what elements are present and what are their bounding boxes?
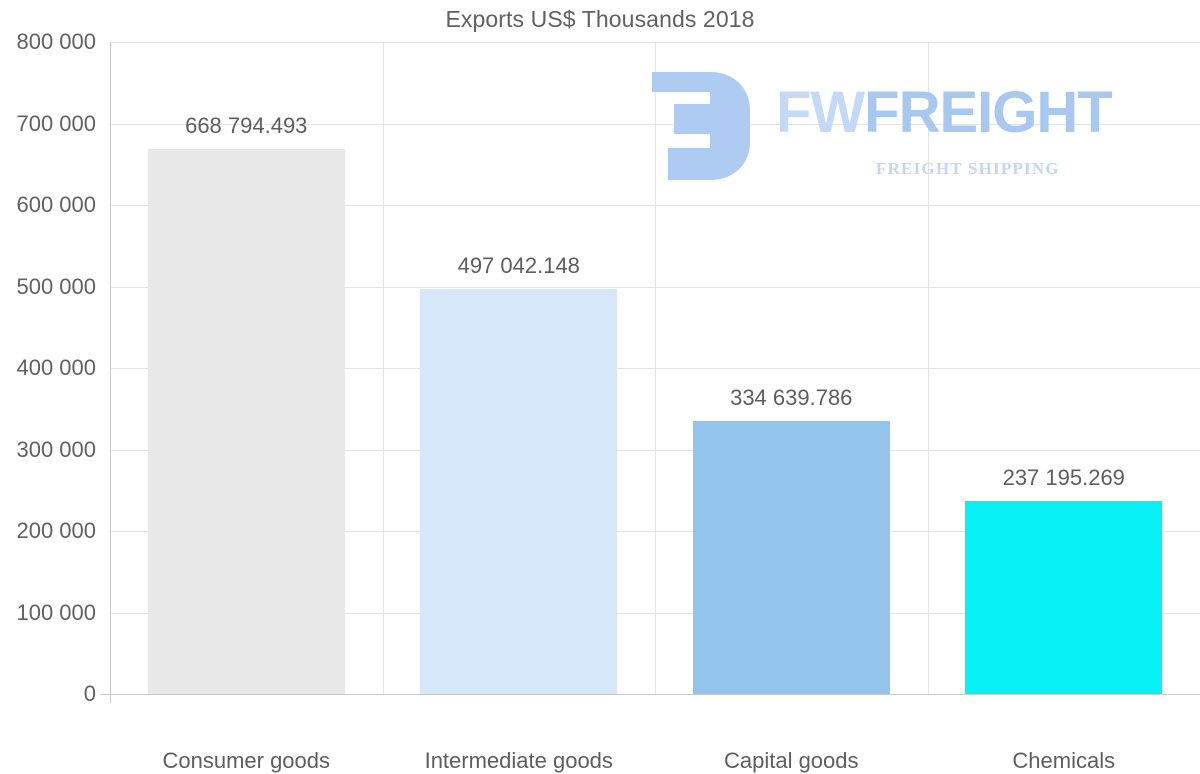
y-axis-tick-label: 200 000 — [16, 518, 96, 543]
bar[interactable] — [420, 288, 618, 694]
bar[interactable] — [692, 421, 890, 694]
x-axis-tick-label: Consumer goods — [162, 748, 331, 773]
bar-value-label: 497 042.148 — [457, 252, 580, 278]
gridline-vertical — [655, 42, 656, 694]
gridline-vertical — [383, 42, 384, 694]
x-axis-tick-label: Chemicals — [1012, 748, 1116, 773]
y-axis-tick-label: 0 — [83, 681, 96, 706]
y-axis-line — [110, 42, 111, 703]
x-axis-line — [100, 694, 1200, 695]
bar-value-label: 237 195.269 — [1002, 464, 1125, 490]
chart-title: Exports US$ Thousands 2018 — [445, 6, 755, 32]
bar-value-label: 334 639.786 — [730, 385, 853, 411]
x-axis-tick-label: Capital goods — [723, 748, 859, 773]
y-axis-tick-label: 300 000 — [16, 436, 96, 462]
x-axis-tick-label: Intermediate goods — [424, 748, 613, 773]
gridline-vertical — [928, 42, 929, 694]
y-axis-tick-label: 100 000 — [16, 599, 96, 625]
y-axis-tick-label: 600 000 — [16, 192, 96, 217]
y-axis-tick-label: 800 000 — [16, 29, 96, 54]
bar[interactable] — [965, 500, 1163, 694]
y-axis-tick-label: 700 000 — [16, 110, 96, 136]
y-axis-tick-label: 400 000 — [16, 355, 96, 380]
bar[interactable] — [147, 148, 345, 694]
y-axis-tick-label: 500 000 — [16, 273, 96, 299]
bar-value-label: 668 794.493 — [185, 112, 308, 138]
plot-area: 668 794.493 497 042.148 334 639.786 237 195… — [100, 42, 1200, 773]
